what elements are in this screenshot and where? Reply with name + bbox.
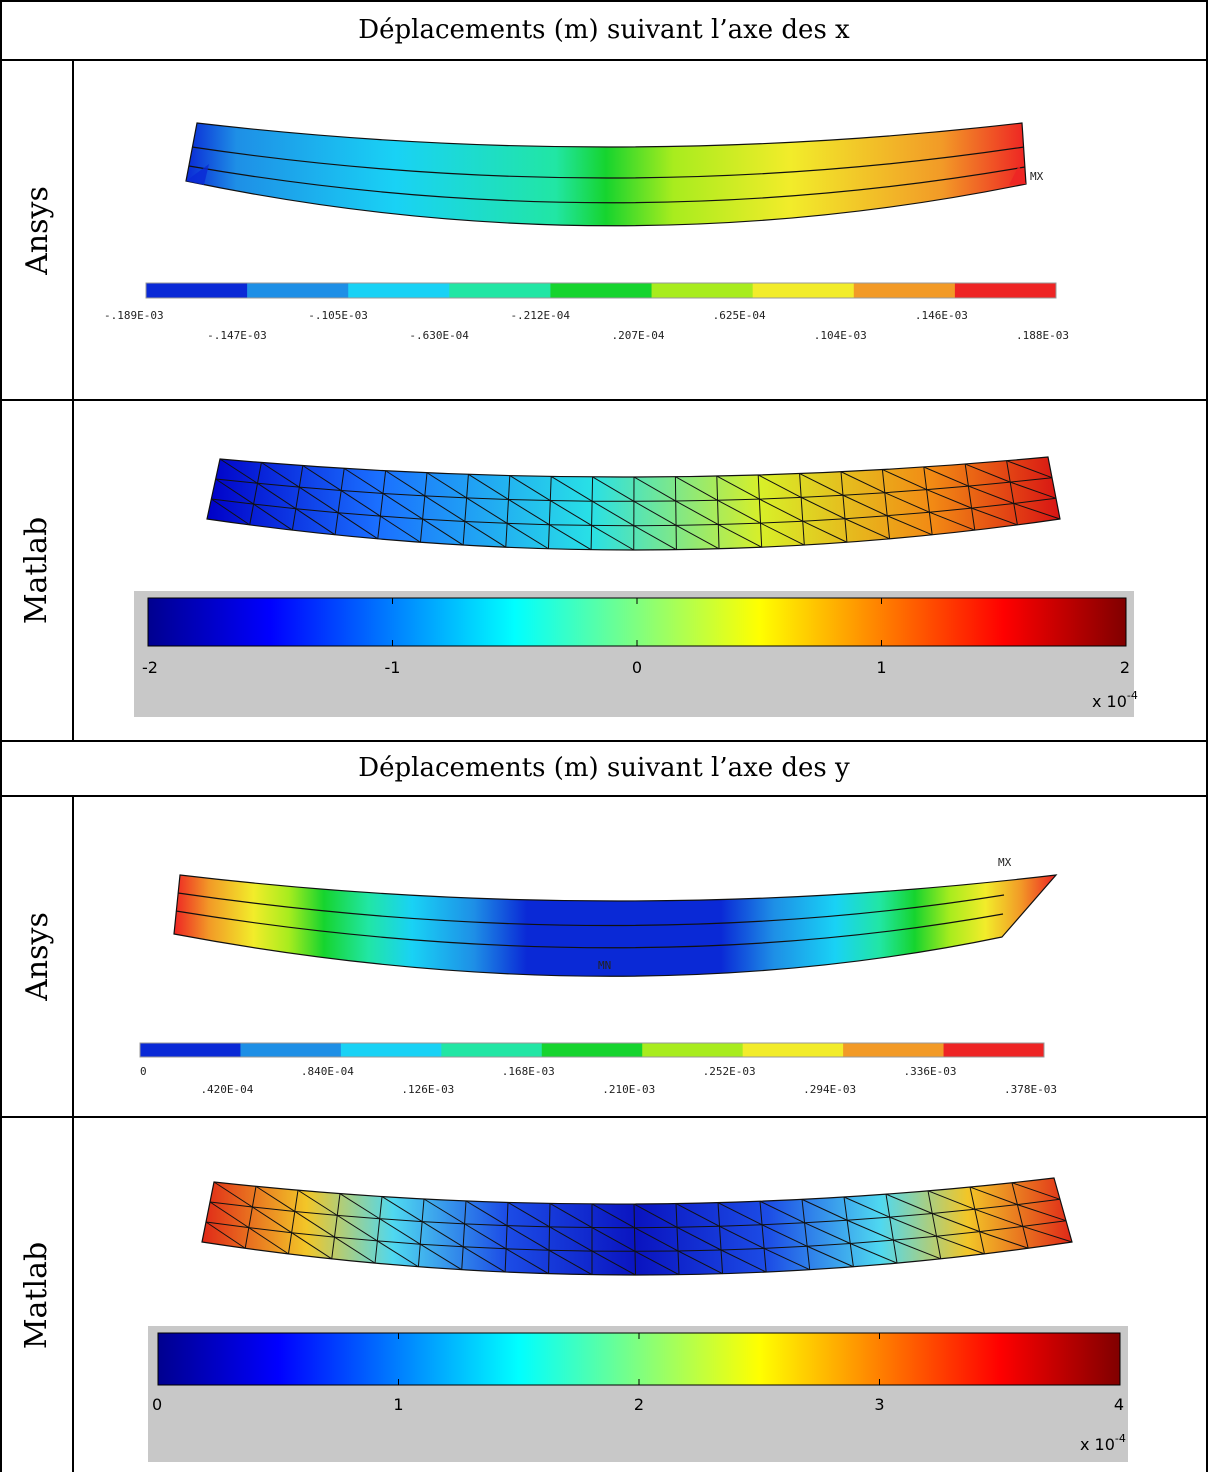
legend-swatch	[541, 1043, 643, 1057]
legend-value: -.630E-04	[409, 329, 469, 342]
legend-value: 0	[140, 1065, 147, 1078]
matlab-y-plot: 0 1 2 3 4 x 10-4	[74, 1118, 1206, 1472]
legend-swatch	[550, 283, 653, 298]
legend-swatch	[240, 1043, 342, 1057]
legend-swatch	[642, 1043, 744, 1057]
legend-value: .168E-03	[502, 1065, 555, 1078]
row-label-matlab-x: Matlab	[19, 516, 55, 625]
table-rule	[0, 795, 1208, 797]
exponent-label: x 10-4	[1080, 1432, 1126, 1454]
colorbar-ticks: -2 -1 0 1 2	[142, 598, 1130, 677]
legend-value: -.105E-03	[308, 309, 368, 322]
mx-marker: MX	[998, 856, 1012, 869]
beam-contour-y	[173, 874, 1058, 977]
table-rule	[0, 59, 1208, 61]
legend-value: .146E-03	[915, 309, 968, 322]
legend-value: .336E-03	[904, 1065, 957, 1078]
legend-value: .188E-03	[1016, 329, 1069, 342]
colorbar-tick-label: 1	[876, 658, 886, 677]
legend-swatch	[742, 1043, 844, 1057]
legend-value: -.147E-03	[207, 329, 267, 342]
section-title-x: Déplacements (m) suivant l’axe des x	[358, 15, 850, 45]
beam-mesh-x	[206, 456, 1061, 551]
colorbar-tick-label: 3	[874, 1395, 884, 1414]
colorbar-tick-label: -1	[385, 658, 401, 677]
legend-swatch	[146, 283, 248, 298]
row-label-ansys-x: Ansys	[19, 185, 55, 275]
legend-value: .840E-04	[301, 1065, 354, 1078]
row-label-ansys-y: Ansys	[19, 912, 55, 1001]
ansys-x-plot: MX -.189E-03 -.147E-03 -.105E-03 -.630E-04-…	[74, 61, 1206, 399]
colorbar	[157, 1332, 1121, 1386]
legend-value: .207E-04	[612, 329, 665, 342]
legend-value: .126E-03	[401, 1083, 454, 1096]
legend-swatch	[348, 283, 450, 298]
label-column-rule	[72, 795, 74, 1472]
legend-value: .210E-03	[602, 1083, 655, 1096]
legend-value: .420E-04	[200, 1083, 253, 1096]
legend-swatch	[449, 283, 551, 298]
legend-swatch	[853, 283, 956, 298]
mx-marker: MX	[1030, 170, 1044, 183]
legend-swatch	[954, 283, 1057, 298]
colorbar	[147, 597, 1127, 647]
legend-value: .294E-03	[803, 1083, 856, 1096]
legend-swatch	[441, 1043, 543, 1057]
matlab-x-plot: -2 -1 0 1 2 x 10-4	[74, 401, 1206, 740]
colorbar-tick-label: 0	[152, 1395, 162, 1414]
table-rule	[0, 1116, 1208, 1118]
label-column-rule	[72, 59, 74, 742]
table-rule	[0, 399, 1208, 401]
beam-mesh-y	[201, 1177, 1073, 1276]
legend-swatch	[943, 1043, 1045, 1057]
table-border-left	[0, 0, 2, 1472]
colorbar-tick-label: 4	[1114, 1395, 1124, 1414]
legend-swatch	[247, 283, 349, 298]
mn-marker: MN	[598, 959, 611, 972]
legend-value: -.189E-03	[104, 309, 164, 322]
legend-swatch	[843, 1043, 945, 1057]
ansys-legend-x: -.189E-03 -.147E-03 -.105E-03 -.630E-04 -.21…	[104, 282, 1069, 342]
legend-value: .378E-03	[1004, 1083, 1057, 1096]
section-title-y: Déplacements (m) suivant l’axe des y	[358, 753, 850, 783]
colorbar-tick-label: 0	[632, 658, 642, 677]
ansys-y-plot: MX MN 0 .420E-04 .840E-04 .126E-03 .168E-03.…	[74, 797, 1206, 1116]
legend-swatch	[140, 1043, 241, 1057]
colorbar-ticks: 0 1 2 3 4	[152, 1333, 1124, 1414]
beam-contour-x	[185, 122, 1027, 227]
colorbar-tick-label: -2	[142, 658, 158, 677]
legend-value: -.212E-04	[510, 309, 570, 322]
colorbar-tick-label: 2	[634, 1395, 644, 1414]
legend-swatch	[340, 1043, 442, 1057]
row-label-matlab-y: Matlab	[19, 1241, 55, 1349]
table-border-right	[1206, 0, 1208, 1472]
ansys-legend-y: 0 .420E-04 .840E-04 .126E-03 .168E-03 .210E-0…	[139, 1042, 1057, 1096]
legend-value: .104E-03	[814, 329, 867, 342]
legend-swatch	[651, 283, 754, 298]
colorbar-tick-label: 2	[1120, 658, 1130, 677]
table-rule	[0, 740, 1208, 742]
colorbar-tick-label: 1	[393, 1395, 403, 1414]
legend-swatch	[752, 283, 855, 298]
legend-value: .625E-04	[713, 309, 766, 322]
legend-value: .252E-03	[703, 1065, 756, 1078]
table-border-top	[0, 0, 1208, 2]
exponent-label: x 10-4	[1092, 689, 1138, 711]
